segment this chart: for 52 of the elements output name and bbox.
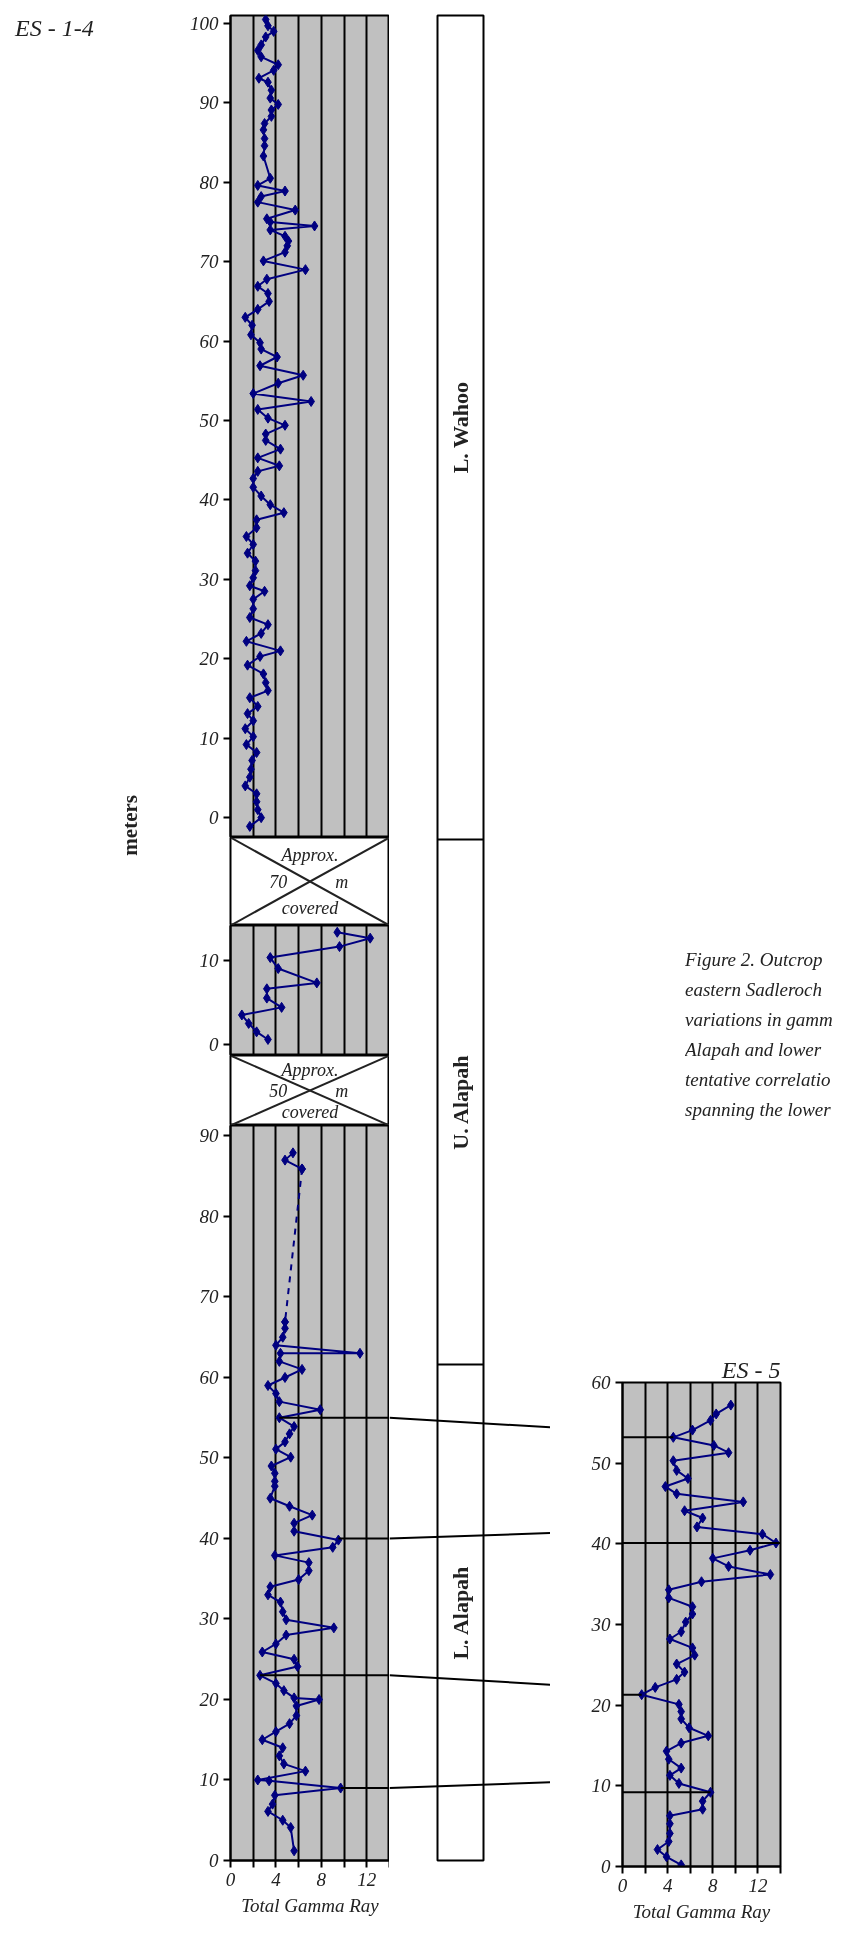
y-tick-label: 100 — [190, 12, 219, 34]
y-tick-label: 30 — [198, 1608, 219, 1630]
x-tick-label: 4 — [271, 1868, 282, 1890]
y-tick-label: 80 — [199, 1205, 219, 1227]
y-tick-label: 90 — [199, 92, 219, 114]
y-tick-label: 80 — [199, 171, 219, 193]
text: eastern Sadleroch — [685, 979, 823, 1000]
y-tick-label: 20 — [199, 1688, 219, 1710]
text: variations in gamm — [685, 1009, 833, 1030]
y-tick-label: 20 — [199, 648, 219, 670]
x-tick-label: 12 — [357, 1868, 377, 1890]
y-tick-label: 50 — [199, 410, 219, 432]
y-tick-label: 20 — [591, 1694, 611, 1716]
y-tick-label: 60 — [199, 1366, 219, 1388]
x-tick-label: 8 — [708, 1874, 719, 1896]
text: spanning the lower — [685, 1099, 831, 1120]
x-tick-label: 12 — [748, 1874, 768, 1896]
category-label: L. Wahoo — [448, 382, 473, 474]
y-tick-label: 40 — [199, 489, 219, 511]
y-tick-label: 30 — [590, 1614, 611, 1635]
y-tick-label: 70 — [199, 251, 219, 273]
y-tick-label: 50 — [199, 1447, 219, 1469]
y-tick-label: 50 — [591, 1452, 611, 1474]
y-tick-label: 60 — [199, 330, 219, 352]
x-tick-label: 0 — [617, 1874, 628, 1896]
y-axis-title: meters — [117, 795, 143, 856]
y-tick-label: 10 — [199, 949, 219, 971]
y-tick-label: 60 — [591, 1372, 611, 1393]
text: Approx. 50 m covered — [269, 1059, 349, 1122]
text: Approx. 70 m covered — [269, 845, 349, 918]
category-label: L. Alapah — [448, 1566, 473, 1660]
chart-title: ES - 1-4 — [15, 14, 94, 43]
y-tick-label: 10 — [591, 1775, 611, 1797]
x-tick-label: 4 — [662, 1874, 673, 1896]
category-label: U. Alapah — [448, 1055, 473, 1150]
y-tick-label: 0 — [209, 1850, 219, 1871]
y-tick-label: 70 — [199, 1286, 219, 1308]
text: tentative correlatio — [685, 1069, 831, 1090]
y-tick-label: 90 — [199, 1125, 219, 1147]
y-tick-label: 0 — [209, 807, 219, 829]
y-tick-label: 10 — [199, 727, 219, 749]
x-axis-title: Total Gamma Ray — [241, 1894, 380, 1916]
y-tick-label: 0 — [209, 1034, 219, 1056]
y-tick-label: 40 — [199, 1527, 219, 1549]
y-tick-label: 40 — [591, 1533, 611, 1555]
x-tick-label: 0 — [225, 1868, 236, 1890]
y-tick-label: 30 — [198, 568, 219, 590]
x-tick-label: 8 — [316, 1868, 327, 1890]
y-tick-label: 10 — [199, 1769, 219, 1791]
caption: Figure 2. Outcrop — [685, 949, 823, 970]
x-axis-title: Total Gamma Ray — [632, 1900, 771, 1922]
chart-title: ES - 5 — [720, 1356, 781, 1383]
